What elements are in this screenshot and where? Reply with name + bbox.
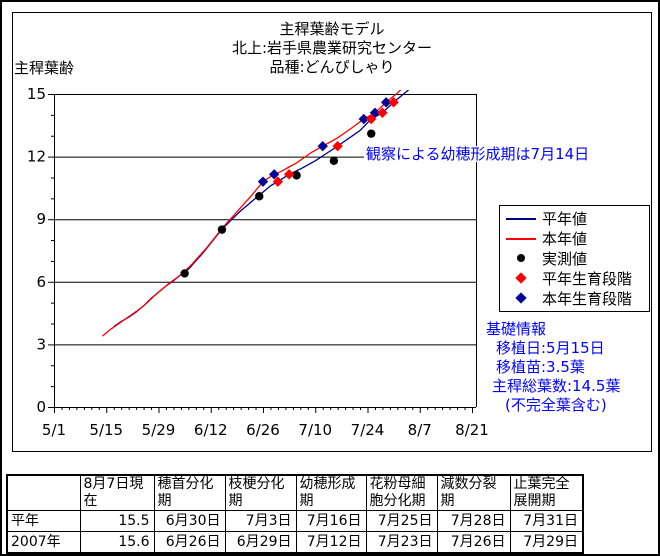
legend-label: 本年生育段階 (542, 289, 633, 308)
stage-date-cell: 7月3日 (224, 510, 297, 532)
legend-label: 本年値 (542, 230, 588, 249)
col-header (6, 474, 81, 511)
y-tick-label: 15 (27, 85, 46, 103)
stage-date-cell: 6月26日 (153, 531, 226, 554)
legend-item: 本年生育段階 (500, 289, 649, 308)
legend-label: 平年生育段階 (542, 269, 633, 288)
legend-label: 平年値 (542, 210, 588, 229)
markers-heinen-stage (272, 97, 399, 187)
legend-label: 実測値 (542, 249, 588, 268)
x-tick-label: 5/15 (89, 421, 123, 439)
legend-diamond-icon (500, 272, 542, 284)
stage-date-cell: 6月29日 (224, 531, 297, 554)
legend-line-icon (500, 217, 542, 220)
chart-title-line2: 北上:岩手県農業研究センター (231, 39, 433, 57)
col-header: 花粉母細胞分化期 (365, 474, 438, 511)
col-header: 穂首分化期 (153, 474, 226, 511)
info-line: 移植苗:3.5葉 (496, 358, 585, 376)
y-axis-title: 主稈葉齢 (14, 59, 75, 77)
x-tick-label: 6/26 (246, 421, 280, 439)
row-header: 平年 (6, 510, 81, 532)
row-header: 2007年 (6, 531, 81, 554)
x-tick-label: 8/21 (455, 421, 489, 439)
x-tick-label: 8/7 (408, 421, 432, 439)
diamond-marker-icon (515, 292, 527, 304)
legend-item: 本年値 (500, 229, 649, 248)
y-tick-label: 9 (36, 210, 46, 228)
chart-title: 主稈葉齢モデル 北上:岩手県農業研究センター 品種:どんぴしゃり (12, 20, 652, 77)
stage-date-cell: 7月26日 (436, 531, 511, 554)
legend-box: 平年値 本年値 実測値 平年生育段階 本年生育段階 (499, 205, 650, 312)
y-tick-label: 12 (27, 148, 46, 166)
stage-date-cell: 7月16日 (295, 510, 367, 532)
y-tick-label: 3 (36, 335, 46, 353)
growth-stage-table: 8月7日現在 穂首分化期 枝梗分化期 幼穂形成期 花粉母細胞分化期 減数分裂期 止葉完全展開… (6, 474, 584, 554)
observation-annotation: 観察による幼穂形成期は7月14日 (364, 145, 592, 163)
legend-circle-icon (500, 254, 542, 263)
info-line: (不完全葉含む) (505, 396, 607, 414)
leaf-age-cell: 15.6 (79, 531, 155, 554)
stage-date-cell: 7月12日 (295, 531, 367, 554)
chart-title-line1: 主稈葉齢モデル (279, 20, 385, 38)
legend-item: 平年生育段階 (500, 269, 649, 288)
stage-date-cell: 7月29日 (509, 531, 584, 554)
table-row: 平年 15.5 6月30日 7月3日 7月16日 7月25日 7月28日 7月31日 (6, 510, 584, 532)
leaf-age-plot: 0 3 6 9 12 15 5/1 5/15 5/29 6/12 6/26 7/10 7/24 8/7 8/… (27, 85, 489, 439)
y-tick-label: 0 (36, 398, 46, 416)
info-line: 移植日:5月15日 (496, 339, 605, 357)
col-header: 枝梗分化期 (224, 474, 297, 511)
stage-date-cell: 7月28日 (436, 510, 511, 532)
info-line: 主稈総葉数:14.5葉 (492, 377, 621, 395)
legend-item: 実測値 (500, 249, 649, 268)
col-header: 止葉完全展開期 (509, 474, 584, 511)
x-tick-label: 5/1 (42, 421, 66, 439)
table-row: 2007年 15.6 6月26日 6月29日 7月12日 7月23日 7月26日 7月29日 (6, 531, 584, 554)
x-tick-label: 5/29 (142, 421, 176, 439)
table-header-row: 8月7日現在 穂首分化期 枝梗分化期 幼穂形成期 花粉母細胞分化期 減数分裂期 止葉完全展開… (6, 474, 584, 511)
diamond-marker-icon (515, 272, 527, 284)
growth-stage-table-wrap: 8月7日現在 穂首分化期 枝梗分化期 幼穂形成期 花粉母細胞分化期 減数分裂期 止葉完全展開… (6, 474, 584, 554)
chart-title-line3: 品種:どんぴしゃり (269, 58, 395, 76)
legend-diamond-icon (500, 292, 542, 304)
series-line-honnen (102, 90, 402, 337)
stage-date-cell: 7月31日 (509, 510, 584, 532)
y-tick-label: 6 (36, 273, 46, 291)
legend-item: 平年値 (500, 209, 649, 228)
axes (54, 94, 477, 408)
circle-marker-icon (517, 254, 525, 263)
legend-line-icon (500, 237, 542, 240)
leaf-age-cell: 15.5 (79, 510, 155, 532)
basic-info-box: 基礎情報 移植日:5月15日 移植苗:3.5葉 主稈総葉数:14.5葉 (不完全葉含む) (482, 320, 620, 415)
info-heading: 基礎情報 (486, 320, 547, 338)
x-tick-label: 6/12 (194, 421, 228, 439)
stage-date-cell: 6月30日 (153, 510, 226, 532)
y-axis-ticks: 0 3 6 9 12 15 (27, 85, 54, 416)
col-header: 8月7日現在 (79, 474, 155, 511)
x-axis-ticks: 5/1 5/15 5/29 6/12 6/26 7/10 7/24 8/7 8/21 (42, 407, 489, 439)
x-tick-label: 7/10 (298, 421, 332, 439)
x-tick-label: 7/24 (351, 421, 385, 439)
line-marker-icon (506, 237, 536, 240)
markers-honnen-stage (257, 97, 392, 187)
col-header: 幼穂形成期 (295, 474, 367, 511)
stage-date-cell: 7月25日 (365, 510, 438, 532)
gridlines (54, 94, 476, 346)
col-header: 減数分裂期 (436, 474, 511, 511)
markers-measured (180, 129, 376, 278)
stage-date-cell: 7月23日 (365, 531, 438, 554)
line-marker-icon (506, 217, 536, 220)
